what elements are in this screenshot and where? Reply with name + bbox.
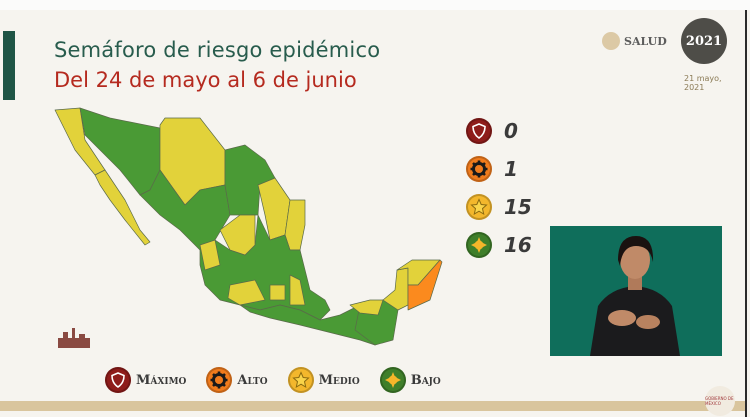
risk-count-alto: 1 [466, 156, 532, 182]
state-coahuila [224, 144, 276, 216]
top-strip [0, 0, 750, 10]
risk-counts: 0 1 15 16 [466, 118, 532, 270]
legend-item-bajo: Bajo [379, 367, 441, 393]
year-2021-logo: 2021 [681, 18, 727, 64]
salud-logo: SALUD [602, 32, 667, 50]
risk-count-maximo: 0 [466, 118, 532, 144]
state-estado-de-mexico [269, 284, 286, 301]
date-line-1: 21 mayo, [684, 74, 722, 83]
count-value: 15 [504, 195, 532, 219]
footer-stripe [0, 401, 745, 411]
date-line-2: 2021 [684, 83, 705, 92]
sign-language-video [550, 226, 722, 356]
legend-label: Máximo [136, 372, 187, 388]
salud-logo-text: SALUD [624, 34, 667, 48]
frame-edge [745, 10, 747, 417]
gear-icon [206, 367, 233, 393]
count-value: 1 [504, 157, 518, 181]
risk-legend: Máximo Alto Medio Bajo [105, 367, 461, 393]
accent-bar [3, 31, 15, 100]
city-skyline-icon [58, 328, 90, 348]
slide-subtitle: Del 24 de mayo al 6 de junio [54, 68, 357, 92]
legend-label: Bajo [410, 372, 441, 388]
shield-icon [105, 367, 131, 393]
footer-logo-text: GOBIERNO DE MÉXICO [705, 396, 734, 406]
risk-count-medio: 15 [466, 194, 532, 220]
gobierno-mexico-logo: GOBIERNO DE MÉXICO [705, 386, 735, 416]
count-value: 0 [504, 119, 518, 143]
legend-item-maximo: Máximo [105, 367, 186, 393]
risk-count-bajo: 16 [466, 232, 532, 258]
state-quintana-roo [407, 259, 443, 311]
legend-item-medio: Medio [287, 367, 360, 393]
state-nayarit [199, 239, 221, 271]
sun-icon [379, 367, 406, 393]
slide-title: Semáforo de riesgo epidémico [54, 38, 381, 62]
star-icon [287, 367, 314, 393]
state-michoacan [227, 279, 266, 306]
legend-item-alto: Alto [206, 367, 268, 393]
gear-icon [466, 156, 492, 182]
shield-icon [466, 118, 492, 144]
legend-label: Alto [237, 372, 268, 388]
star-icon [466, 194, 492, 220]
seal-icon [602, 32, 620, 50]
state-zacatecas [219, 214, 256, 256]
state-baja-california-sur [94, 169, 151, 246]
count-value: 16 [504, 233, 532, 257]
state-tabasco [349, 299, 384, 316]
slide-date: 21 mayo, 2021 [684, 74, 722, 92]
legend-label: Medio [318, 372, 360, 388]
state-puebla [289, 274, 306, 306]
sun-icon [466, 232, 492, 258]
